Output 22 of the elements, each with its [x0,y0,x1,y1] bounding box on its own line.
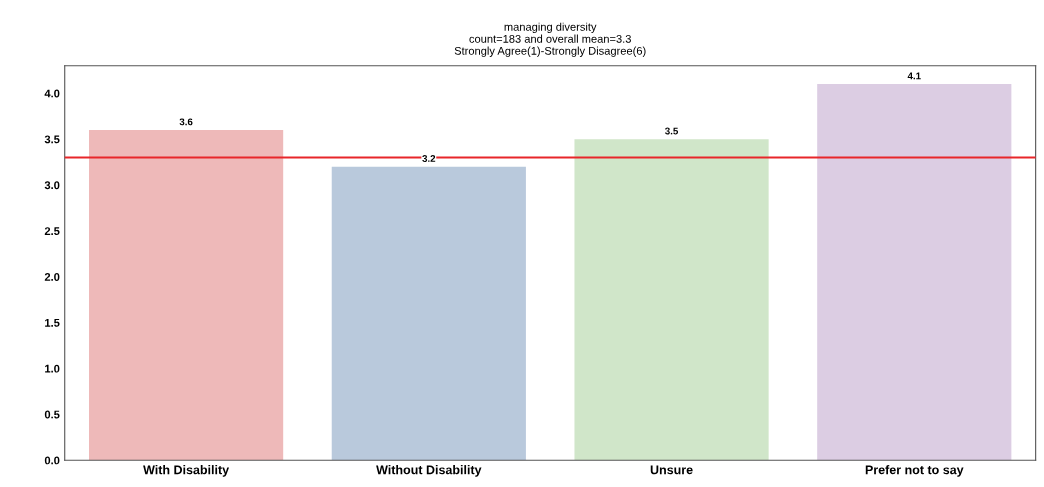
x-tick-label: With Disability [143,465,230,477]
data-label: 3.6 [179,118,193,126]
y-tick-label: 1.0 [45,364,60,373]
y-tick-label: 3.0 [44,181,60,190]
x-tick-label: Without Disability [376,465,482,477]
bar [574,139,769,461]
x-tick-label: Unsure [650,465,693,475]
data-label: 3.2 [422,155,436,162]
y-tick-label: 0.5 [44,410,60,419]
y-tick-label: 0.0 [44,456,60,465]
bar [89,129,284,461]
data-label: 3.5 [665,127,679,135]
y-tick-label: 2.5 [44,227,60,236]
y-tick-label: 1.5 [45,318,60,327]
y-tick-label: 4.0 [44,89,60,98]
bar [331,166,526,461]
data-label: 4.1 [907,72,921,80]
bar [817,84,1012,461]
x-tick-label: Prefer not to say [865,465,964,477]
y-tick-label: 2.0 [44,273,60,281]
chart-title: managing diversity count=183 and overall mean=3.3 Strongly Agree(1)-Strongly Disagree(6) [454,22,646,57]
y-tick-label: 3.5 [44,135,60,144]
